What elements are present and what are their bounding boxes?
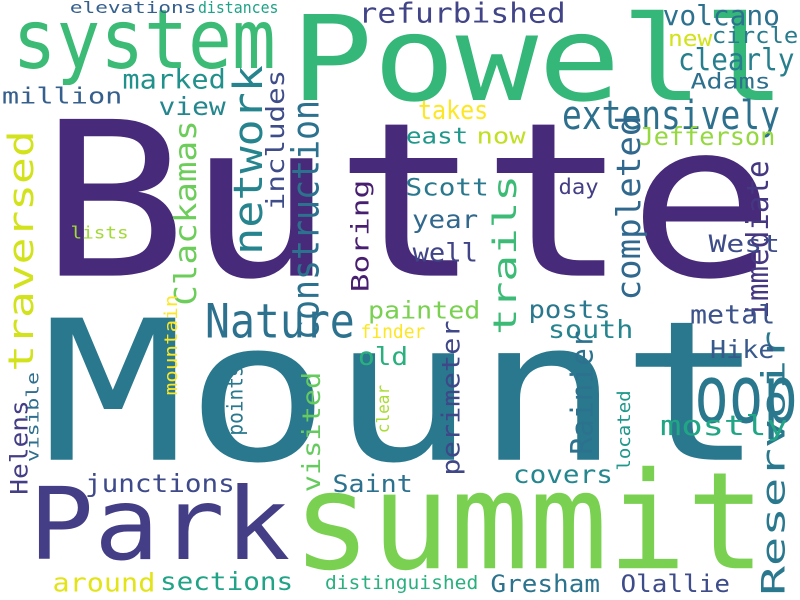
word: located bbox=[612, 389, 635, 471]
word: marked bbox=[121, 62, 226, 95]
word: Jefferson bbox=[638, 122, 775, 152]
word: clear bbox=[373, 384, 394, 434]
word: new bbox=[667, 25, 713, 52]
word: Powell bbox=[289, 0, 786, 128]
word: metal bbox=[689, 299, 776, 330]
word: system bbox=[11, 0, 276, 88]
word: Reservoir bbox=[755, 329, 793, 596]
word: Mount bbox=[40, 278, 765, 506]
word: distances bbox=[197, 0, 279, 18]
word: Rainier bbox=[564, 330, 600, 455]
word: covers bbox=[513, 460, 613, 490]
word: Gresham bbox=[490, 569, 600, 598]
word: lists bbox=[69, 222, 129, 244]
word: perimeter bbox=[437, 319, 467, 476]
word: day bbox=[557, 174, 599, 200]
word: distinguished bbox=[324, 570, 479, 594]
word: volcano bbox=[662, 0, 780, 32]
word: circle bbox=[711, 22, 799, 49]
word: takes bbox=[417, 94, 489, 126]
word: million bbox=[1, 82, 123, 110]
word: visited bbox=[295, 371, 326, 493]
word: Helens bbox=[5, 400, 34, 495]
word: summit bbox=[291, 443, 765, 600]
word: well bbox=[412, 237, 478, 268]
word: West bbox=[708, 229, 780, 258]
word: traversed bbox=[1, 130, 43, 372]
word: east bbox=[405, 122, 469, 150]
word: now bbox=[475, 122, 526, 150]
word: painted bbox=[367, 295, 481, 325]
word: Park bbox=[28, 466, 290, 583]
word: construction bbox=[285, 100, 328, 340]
word: Boring bbox=[345, 179, 375, 293]
word: points bbox=[222, 364, 248, 436]
word: around bbox=[52, 567, 155, 598]
word: view bbox=[157, 90, 226, 121]
word: Clackamas bbox=[169, 119, 204, 306]
word: posts bbox=[527, 295, 611, 325]
word: Saint bbox=[331, 469, 413, 498]
word: south bbox=[547, 315, 634, 345]
word: finder bbox=[360, 319, 425, 343]
word: junctions bbox=[85, 469, 235, 499]
word: Scott bbox=[404, 172, 489, 202]
word: Butte bbox=[39, 76, 776, 328]
word: sections bbox=[159, 567, 294, 597]
word: Adams bbox=[689, 69, 771, 95]
word: includes bbox=[259, 69, 290, 211]
word: extensively bbox=[562, 91, 780, 139]
word: mountain bbox=[160, 294, 182, 396]
word: elevations bbox=[69, 0, 197, 18]
word: Olallie bbox=[620, 569, 730, 598]
word: year bbox=[411, 203, 479, 234]
word: Hike bbox=[710, 335, 775, 365]
word: trails bbox=[487, 174, 524, 336]
word: clearly bbox=[678, 42, 795, 77]
word: refurbished bbox=[358, 0, 566, 31]
word: Nature bbox=[204, 293, 355, 349]
word: mostly bbox=[660, 409, 788, 442]
word: old bbox=[357, 340, 409, 371]
word: loop bbox=[659, 348, 798, 442]
